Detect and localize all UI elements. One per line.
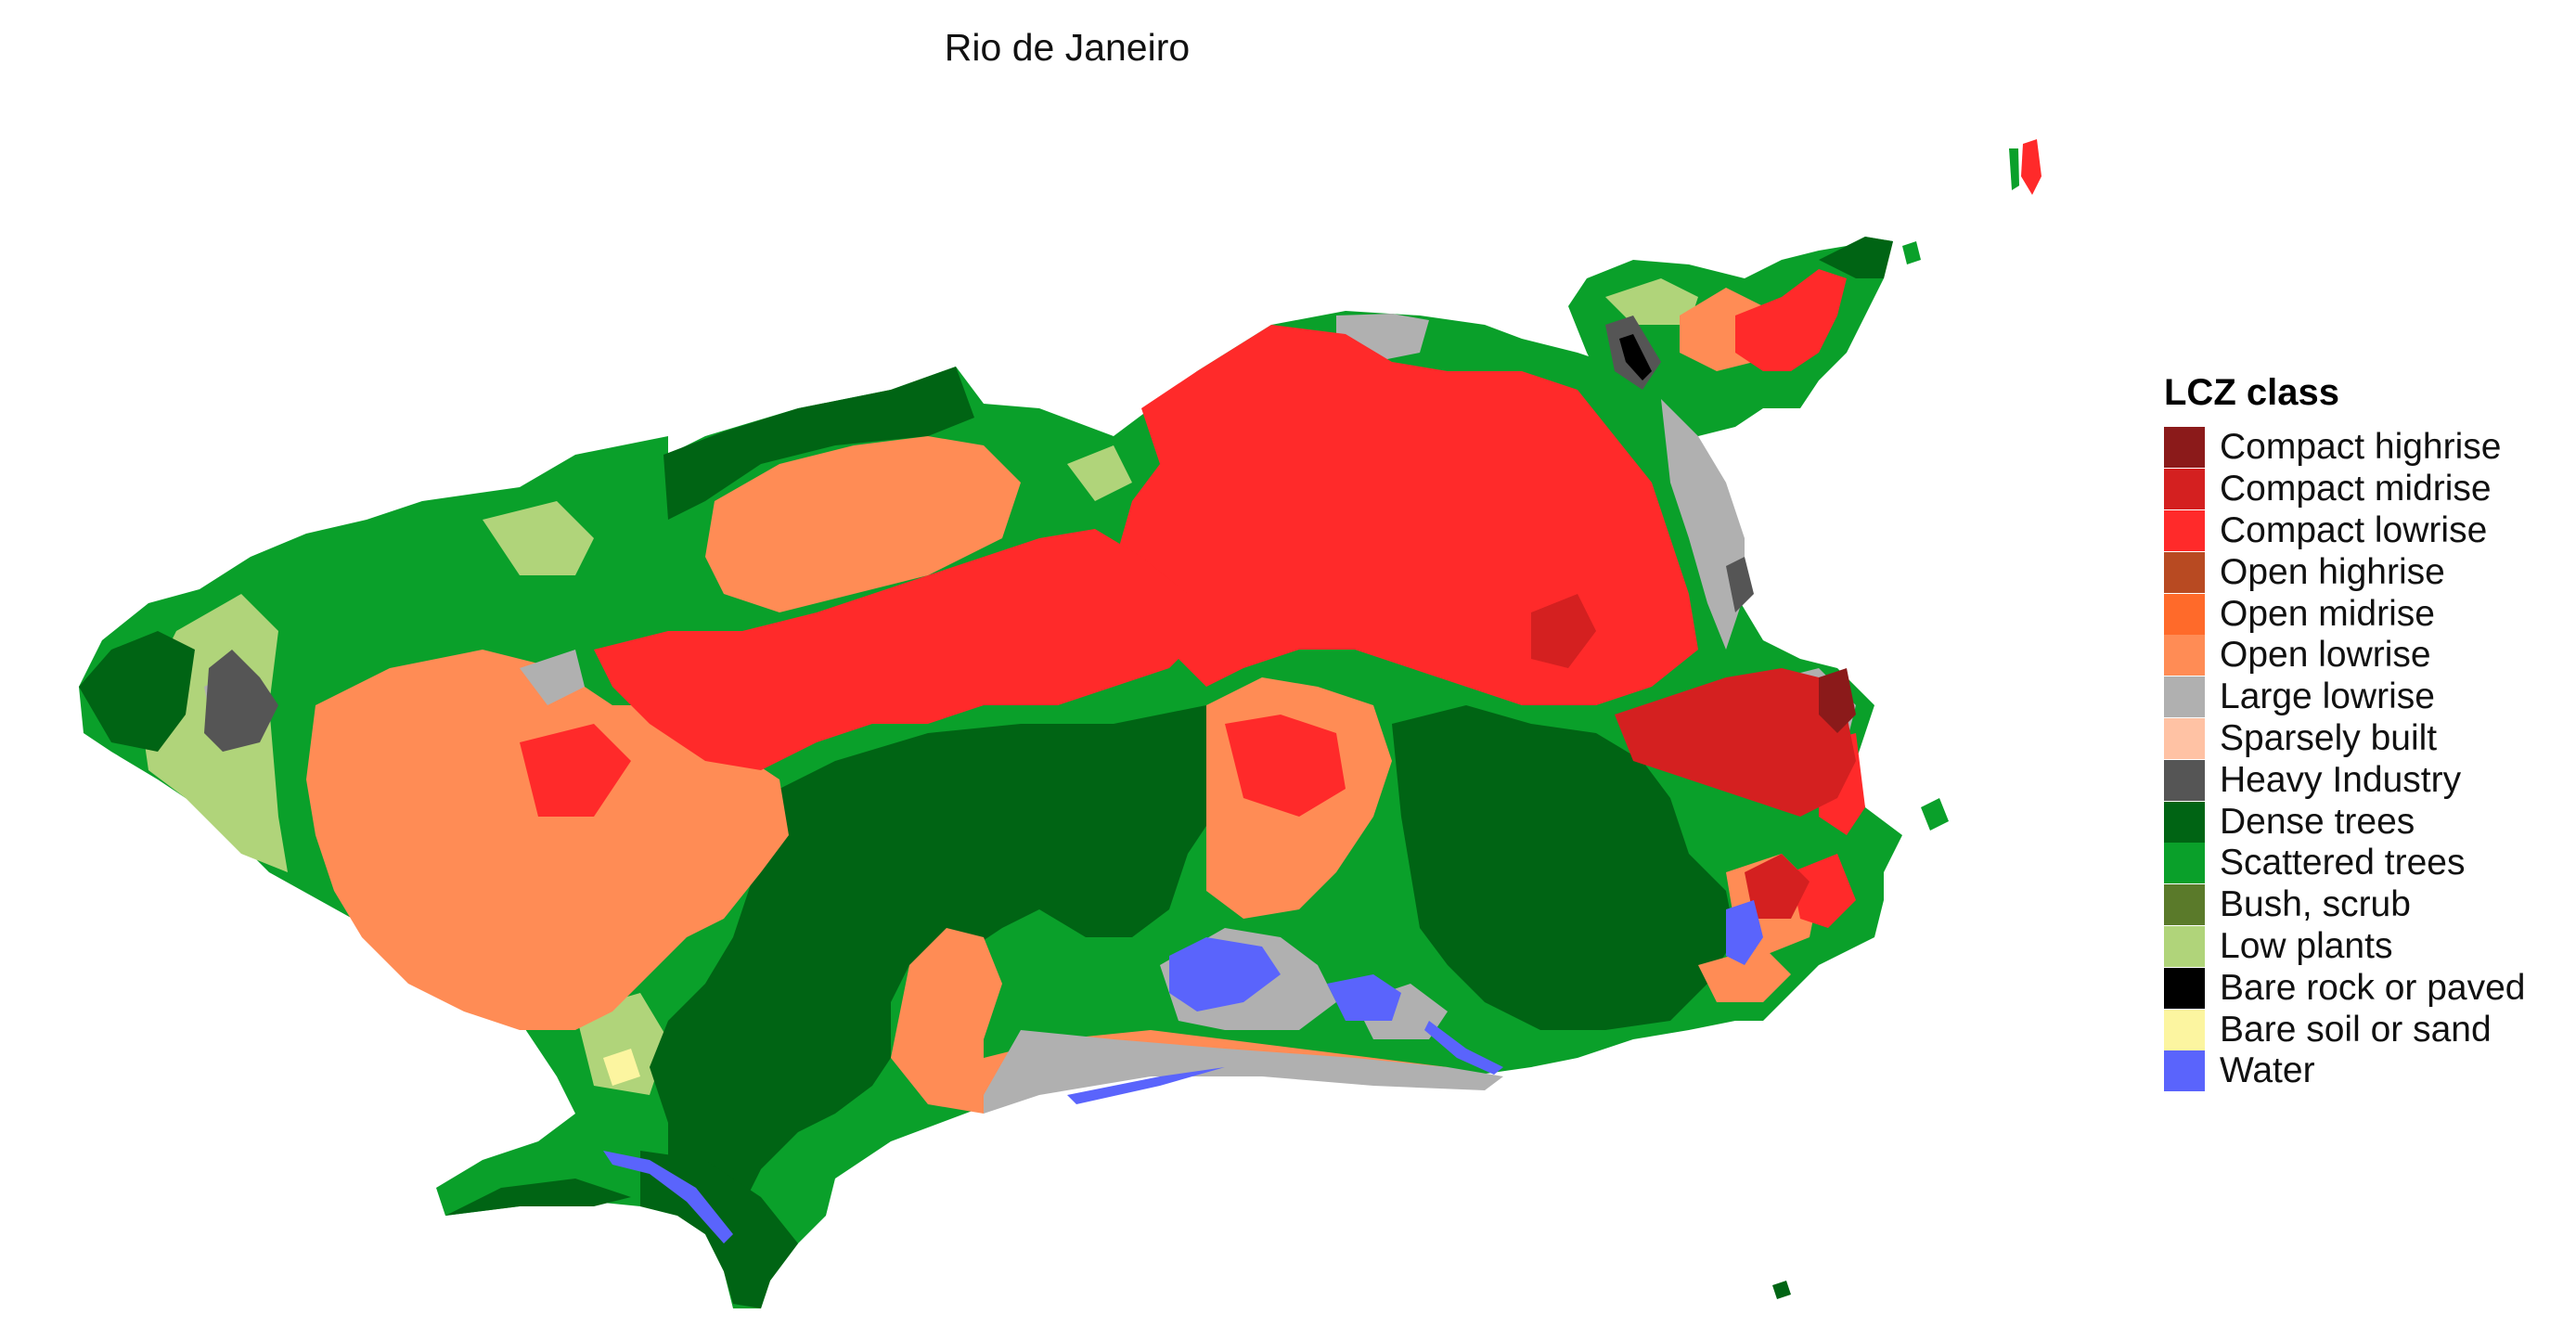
legend-swatch <box>2164 551 2205 593</box>
legend-label: Bare rock or paved <box>2220 967 2526 1008</box>
dense-trees-west <box>79 631 195 752</box>
legend-item: Sparsely built <box>2164 717 2572 760</box>
legend-label: Compact highrise <box>2220 427 2502 468</box>
legend-swatch <box>2164 1050 2205 1092</box>
legend-label: Bare soil or sand <box>2220 1009 2492 1050</box>
legend-item: Low plants <box>2164 925 2572 968</box>
legend-swatch <box>2164 967 2205 1009</box>
dense-trees-north <box>663 367 974 520</box>
legend-swatch <box>2164 843 2205 884</box>
legend-item: Open midrise <box>2164 593 2572 635</box>
legend-item: Bare rock or paved <box>2164 967 2572 1009</box>
dense-trees-east <box>1392 705 1735 1030</box>
legend-item: Water <box>2164 1050 2572 1092</box>
legend-swatch <box>2164 469 2205 510</box>
legend-swatch <box>2164 1009 2205 1050</box>
legend-swatch <box>2164 759 2205 801</box>
water-lagoon-center <box>1327 974 1401 1021</box>
legend-swatch <box>2164 717 2205 759</box>
legend-item: Dense trees <box>2164 801 2572 843</box>
legend-swatch <box>2164 427 2205 469</box>
legend-item: Heavy Industry <box>2164 759 2572 801</box>
legend-label: Water <box>2220 1050 2315 1091</box>
legend-label: Compact lowrise <box>2220 509 2488 550</box>
legend-title: LCZ class <box>2164 372 2339 413</box>
legend: LCZ class Compact highrise Compact midris… <box>2164 369 2572 1092</box>
legend-label: Scattered trees <box>2220 843 2466 883</box>
legend-item: Bush, scrub <box>2164 884 2572 926</box>
legend-item: Compact midrise <box>2164 469 2572 510</box>
legend-swatch <box>2164 509 2205 551</box>
legend-item: Compact highrise <box>2164 427 2572 469</box>
compact-midrise-centro <box>1615 668 1856 817</box>
map-title: Rio de Janeiro <box>944 26 1191 69</box>
legend-swatch <box>2164 801 2205 843</box>
legend-label: Open midrise <box>2220 593 2435 634</box>
legend-label: Open highrise <box>2220 551 2445 592</box>
legend-label: Dense trees <box>2220 801 2415 842</box>
legend-label: Compact midrise <box>2220 469 2492 509</box>
legend-label: Sparsely built <box>2220 717 2438 758</box>
open-lowrise-west <box>306 650 789 1030</box>
legend-item: Large lowrise <box>2164 676 2572 718</box>
legend-item: Open highrise <box>2164 551 2572 593</box>
legend-items: Compact highrise Compact midrise Compact l… <box>2164 427 2572 1092</box>
legend-swatch <box>2164 676 2205 718</box>
legend-swatch <box>2164 925 2205 967</box>
compact-lowrise-island <box>1735 269 1847 371</box>
legend-swatch <box>2164 884 2205 926</box>
water-lagoon-east <box>1726 900 1763 965</box>
legend-label: Bush, scrub <box>2220 884 2411 925</box>
legend-label: Large lowrise <box>2220 676 2435 717</box>
open-lowrise-north <box>705 436 1021 612</box>
legend-label: Heavy Industry <box>2220 759 2462 800</box>
legend-label: Open lowrise <box>2220 635 2431 676</box>
legend-item: Scattered trees <box>2164 843 2572 884</box>
legend-item: Open lowrise <box>2164 635 2572 676</box>
legend-item: Bare soil or sand <box>2164 1009 2572 1050</box>
legend-swatch <box>2164 635 2205 676</box>
compact-lowrise-center <box>594 529 1206 770</box>
legend-swatch <box>2164 593 2205 635</box>
legend-item: Compact lowrise <box>2164 509 2572 552</box>
legend-label: Low plants <box>2220 925 2393 966</box>
water-lagoon-west <box>1169 937 1281 1011</box>
